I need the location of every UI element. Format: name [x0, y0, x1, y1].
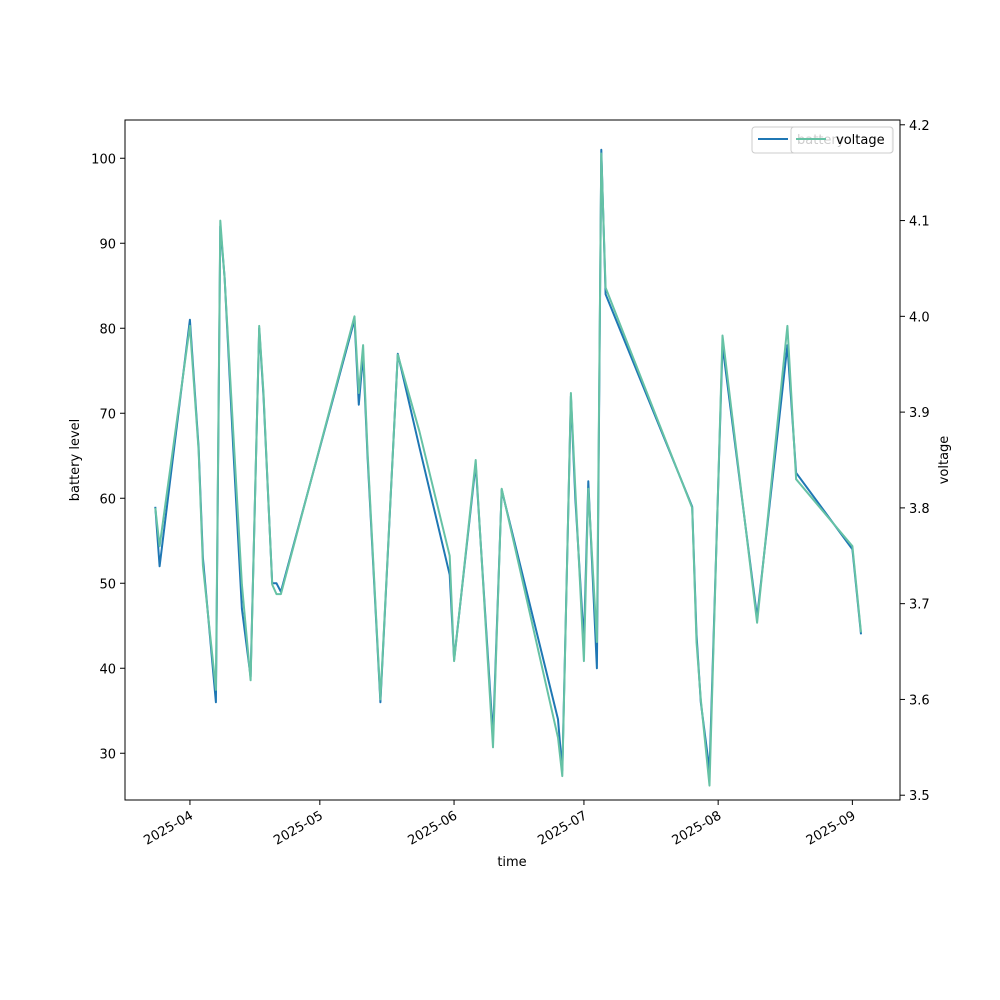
y-left-tick-label: 80: [99, 322, 116, 337]
y-axis-right-title: voltage: [937, 436, 952, 485]
x-axis-title: time: [497, 855, 526, 870]
series-layer: [154, 148, 862, 787]
legend-voltage-label: voltage: [836, 133, 885, 148]
y-right-tick-label: 3.5: [909, 789, 930, 804]
legend-voltage: voltage: [790, 126, 894, 154]
y-left-tick-label: 50: [99, 577, 116, 592]
y-right-tick-label: 4.1: [909, 215, 930, 230]
y-axis-left: 30 40 50 60 70 80 90 100: [91, 152, 125, 762]
plot-frame: [124, 119, 901, 801]
y-right-tick-label: 4.0: [909, 310, 930, 325]
y-left-tick-label: 70: [99, 407, 116, 422]
y-right-tick-label: 3.8: [909, 502, 930, 517]
legend-voltage-box: [790, 126, 894, 154]
y-right-tick-label: 3.6: [909, 693, 930, 708]
y-left-tick-label: 100: [91, 152, 116, 167]
y-left-tick-label: 60: [99, 492, 116, 507]
y-right-tick-label: 3.9: [909, 406, 930, 421]
y-left-tick-label: 90: [99, 237, 116, 252]
y-right-tick-label: 4.2: [909, 119, 930, 134]
y-axis-right: 3.5 3.6 3.7 3.8 3.9 4.0 4.1 4.2: [900, 119, 930, 804]
y-left-tick-label: 40: [99, 662, 116, 677]
y-axis-left-title: battery level: [68, 419, 83, 502]
y-left-tick-label: 30: [99, 747, 116, 762]
series-line-voltage: [154, 152, 862, 787]
y-right-tick-label: 3.7: [909, 598, 930, 613]
